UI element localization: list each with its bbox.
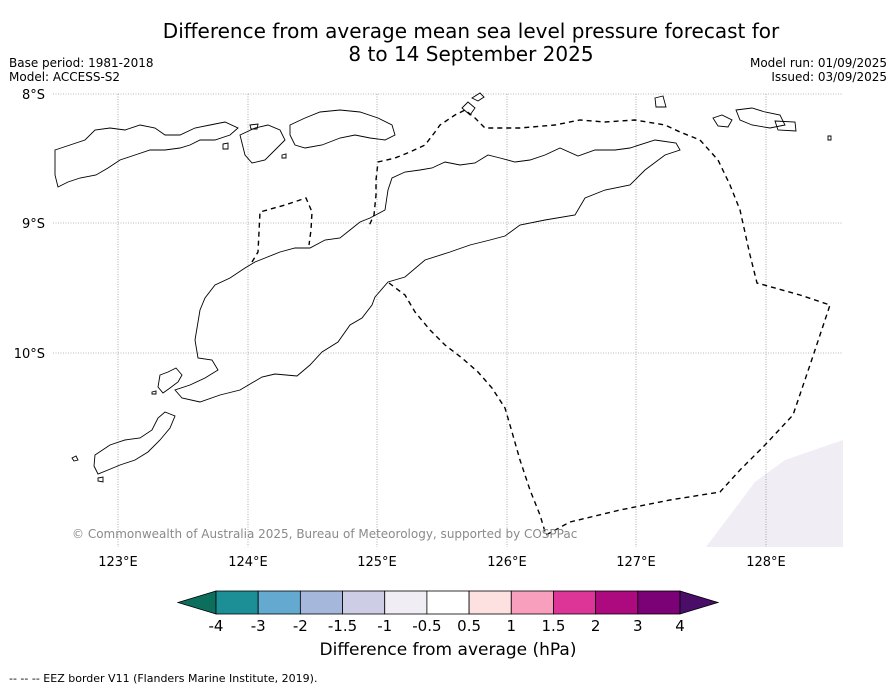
- lon-label-124e: 124°E: [228, 555, 268, 570]
- colorbar-tick-label: -0.5: [412, 617, 441, 635]
- title-line-1: Difference from average mean sea level p…: [162, 19, 780, 43]
- colorbar-segment: [553, 590, 597, 615]
- colorbar-tick-label: 2: [591, 617, 601, 635]
- colorbar-tick-label: -1.5: [328, 617, 357, 635]
- moa-island: [735, 107, 786, 129]
- eez-legend-footer: -- -- -- EEZ border V11 (Flanders Marine…: [9, 672, 318, 685]
- lakor-island: [774, 120, 797, 132]
- timor-coastline: [174, 139, 681, 403]
- colorbar-over-extension: [679, 590, 720, 615]
- lembata-island: [239, 124, 286, 164]
- eez-border-oecusse: [251, 197, 313, 263]
- eez-border-timor-leste: [367, 109, 831, 537]
- coastlines: [54, 92, 832, 483]
- lat-label-9s: 9°S: [22, 217, 45, 232]
- issued-date: Issued: 03/09/2025: [771, 70, 887, 84]
- colorbar: -4 -3 -2 -1.5 -1 -0.5 0.5 1 1.5 2 3 4: [176, 590, 720, 635]
- colorbar-segment: [595, 590, 639, 615]
- map-area: [53, 94, 843, 547]
- colorbar-segment: [257, 590, 301, 615]
- sawu-island: [71, 455, 79, 462]
- colorbar-tick-label: -2: [293, 617, 308, 635]
- colorbar-segment: [342, 590, 386, 615]
- map-title: Difference from average mean sea level p…: [0, 20, 896, 66]
- alor-island: [289, 109, 396, 149]
- colorbar-tick-label: 4: [675, 617, 685, 635]
- colorbar-tick-label: 1: [506, 617, 516, 635]
- model-name: Model: ACCESS-S2: [9, 70, 121, 84]
- sumba-island: [93, 411, 176, 475]
- lon-label-126e: 126°E: [487, 555, 527, 570]
- kisar-island: [654, 95, 667, 108]
- lat-label-8s: 8°S: [22, 88, 45, 103]
- anomaly-shading: [706, 440, 843, 547]
- lat-label-10s: 10°S: [14, 347, 45, 362]
- base-period: Base period: 1981-2018: [9, 56, 154, 70]
- colorbar-tick-label: 0.5: [457, 617, 481, 635]
- colorbar-tick-label: -3: [251, 617, 266, 635]
- rote-island: [157, 367, 183, 394]
- islet-3: [222, 142, 229, 150]
- lon-label-125e: 125°E: [357, 555, 397, 570]
- right-metadata: Model run: 01/09/2025 Issued: 03/09/2025: [750, 56, 887, 84]
- colorbar-under-extension: [176, 590, 217, 615]
- islet-1: [97, 476, 104, 483]
- model-run: Model run: 01/09/2025: [749, 56, 887, 70]
- islet-2: [827, 135, 832, 141]
- copyright-notice: © Commonwealth of Australia 2025, Bureau…: [72, 527, 578, 541]
- colorbar-tick-label: -4: [209, 617, 224, 635]
- colorbar-tick-label: 1.5: [542, 617, 566, 635]
- atauro-island: [471, 92, 485, 102]
- title-line-2: 8 to 14 September 2025: [348, 42, 594, 66]
- islet-4: [249, 123, 259, 130]
- lon-label-123e: 123°E: [98, 555, 138, 570]
- lon-label-128e: 128°E: [746, 555, 786, 570]
- colorbar-segment: [510, 590, 554, 615]
- colorbar-segment: [426, 590, 470, 615]
- lon-label-127e: 127°E: [616, 555, 656, 570]
- colorbar-segment: [468, 590, 512, 615]
- colorbar-segment: [215, 590, 259, 615]
- islet-6: [151, 390, 157, 395]
- left-metadata: Base period: 1981-2018 Model: ACCESS-S2: [9, 56, 154, 84]
- colorbar-label: Difference from average (hPa): [319, 640, 577, 660]
- eez-borders: [251, 109, 831, 537]
- colorbar-segment: [384, 590, 428, 615]
- flores-island: [54, 121, 239, 188]
- islet-5: [281, 153, 287, 159]
- colorbar-segment: [637, 590, 681, 615]
- colorbar-tick-label: -1: [377, 617, 392, 635]
- leti-island: [712, 114, 733, 128]
- colorbar-tick-label: 3: [633, 617, 643, 635]
- colorbar-segment: [299, 590, 343, 615]
